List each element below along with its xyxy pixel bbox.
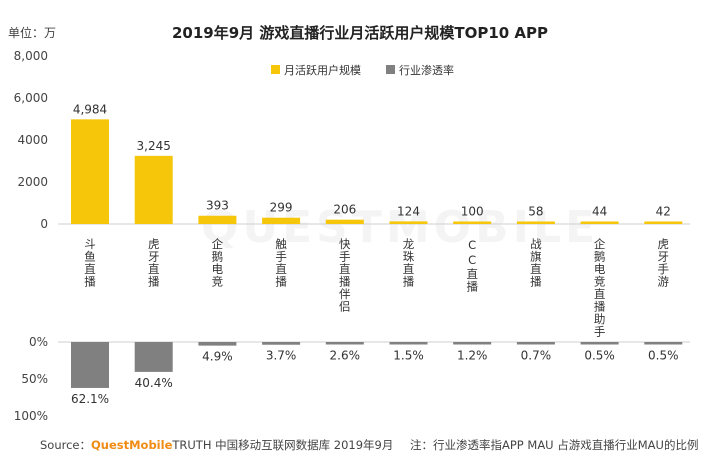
category-label: 战旗直播 [529,238,543,288]
category-label: 企鹅电竞直播助手 [593,237,607,338]
penetration-value-label: 0.5% [648,349,679,363]
bar-penetration-7 [453,342,492,345]
bar-mau-3 [198,215,237,224]
upper-y-tick-label: 8,000 [14,49,48,63]
bar-mau-4 [262,217,301,224]
bar-penetration-5 [325,342,364,345]
bar-value-label: 58 [528,205,543,219]
chart-title: 2019年9月 游戏直播行业月活跃用户规模TOP10 APP [172,24,548,42]
bar-penetration-1 [71,342,109,388]
upper-y-tick-label: 0 [40,217,48,231]
category-label: 虎牙直播 [147,238,161,288]
penetration-value-label: 1.2% [457,349,488,363]
lower-bars: 62.1% 40.4% 4.9% 3.7% 2.6% 1.5% 1.2% 0.7% 0.5% 0.… [71,342,683,406]
category-label: 龙珠直播 [402,238,416,288]
footer-note: 注：行业渗透率指APP MAU 占游戏直播行业MAU的比例 [410,438,698,452]
source-prefix: Source： [40,438,91,452]
penetration-value-label: 0.5% [584,349,615,363]
upper-y-tick-label: 2000 [17,175,48,189]
penetration-value-label: 62.1% [71,392,109,406]
category-label: 虎牙手游 [656,238,670,288]
legend-swatch-penetration [386,65,395,74]
penetration-value-label: 1.5% [393,349,424,363]
bar-mau-10 [644,221,683,224]
unit-label: 单位：万 [8,25,56,40]
bar-mau-9 [580,221,619,224]
penetration-value-label: 0.7% [521,349,552,363]
brand-name: QuestMobile [91,438,173,452]
bar-value-label: 100 [461,205,484,219]
bar-value-label: 4,984 [73,102,107,116]
bar-value-label: 299 [270,201,293,215]
penetration-value-label: 4.9% [202,350,233,364]
bar-mau-1 [71,119,109,224]
bar-value-label: 393 [206,199,229,213]
bar-penetration-8 [516,342,555,345]
bar-value-label: 206 [333,203,356,217]
penetration-value-label: 3.7% [266,349,297,363]
legend: 月活跃用户规模 行业渗透率 [271,63,454,77]
penetration-value-label: 2.6% [330,349,361,363]
legend-label-mau: 月活跃用户规模 [284,63,361,77]
bar-penetration-10 [644,342,683,345]
footer-source: Source：QuestMobileTRUTH 中国移动互联网数据库 2019年… [40,438,393,452]
category-labels: 斗鱼直播 虎牙直播 企鹅电竞 触手直播 快手直播伴侣 龙珠直播 CC直播 战旗直播 企鹅电竞直播… [83,237,670,338]
bar-penetration-2 [134,342,173,372]
watermark: QUESTMOBILE [201,202,599,253]
bar-penetration-4 [262,342,301,345]
bar-penetration-9 [580,342,619,345]
bar-value-label: 44 [592,205,607,219]
category-label: 快手直播伴侣 [338,238,352,313]
upper-y-tick-label: 6,000 [14,91,48,105]
bar-value-label: 42 [656,205,671,219]
legend-swatch-mau [271,65,280,74]
bar-mau-2 [134,155,173,224]
bar-value-label: 3,245 [137,139,171,153]
upper-bars: 4,984 3,245 393 299 206 124 100 58 44 42 [71,102,683,224]
bar-value-label: 124 [397,204,420,218]
category-label: 斗鱼直播 [83,238,97,288]
bar-mau-8 [516,221,555,224]
category-label: CC直播 [465,238,479,293]
legend-label-penetration: 行业渗透率 [399,63,454,77]
bar-mau-6 [389,221,428,224]
lower-y-tick-label: 50% [21,372,48,386]
source-text: TRUTH 中国移动互联网数据库 2019年9月 [171,438,393,452]
bar-penetration-6 [389,342,428,345]
category-label: 企鹅电竞 [210,237,224,288]
bar-penetration-3 [198,342,237,346]
penetration-value-label: 40.4% [135,376,173,390]
lower-y-tick-label: 0% [29,335,48,349]
bar-mau-5 [325,219,364,224]
bar-mau-7 [453,221,492,224]
category-label: 触手直播 [274,237,288,288]
upper-y-tick-label: 4000 [17,133,48,147]
lower-y-tick-label: 100% [14,409,48,423]
